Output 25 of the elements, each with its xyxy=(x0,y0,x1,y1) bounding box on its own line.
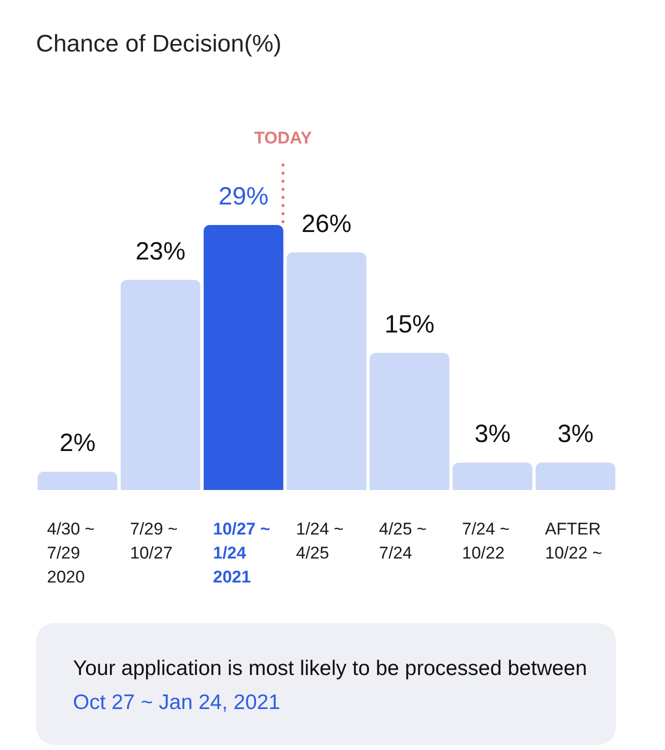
x-tick-label: 7/24 ~ 10/22 xyxy=(462,520,510,562)
x-tick-label: 4/25 ~ 7/24 xyxy=(379,520,427,562)
bar xyxy=(370,352,450,490)
bar xyxy=(286,252,366,490)
x-tick-label: 10/27 ~ 1/24 2021 xyxy=(213,520,270,586)
x-tick-label: AFTER 10/22 ~ xyxy=(545,520,602,562)
data-label: 3% xyxy=(474,420,511,448)
data-label: 26% xyxy=(301,210,352,238)
data-label: 15% xyxy=(384,310,435,338)
bar xyxy=(536,462,616,490)
data-label: 23% xyxy=(135,237,186,266)
bar xyxy=(452,462,532,490)
text: Oct 27 ~ Jan 24, 2021 xyxy=(73,691,280,714)
text: Your application is most likely to be processed between xyxy=(73,657,588,680)
bar xyxy=(38,472,118,490)
bar xyxy=(204,225,284,490)
chart-title: Chance of Decision(%) xyxy=(36,30,282,58)
bar xyxy=(120,280,200,490)
x-tick-label: 7/29 ~ 10/27 xyxy=(130,520,178,562)
x-tick-label: 1/24 ~ 4/25 xyxy=(296,520,344,562)
data-label: 3% xyxy=(557,420,594,448)
text: TODAY xyxy=(254,128,312,148)
data-label: 2% xyxy=(59,429,96,458)
data-label: 29% xyxy=(218,182,269,210)
x-tick-label: 4/30 ~ 7/29 2020 xyxy=(47,520,95,586)
